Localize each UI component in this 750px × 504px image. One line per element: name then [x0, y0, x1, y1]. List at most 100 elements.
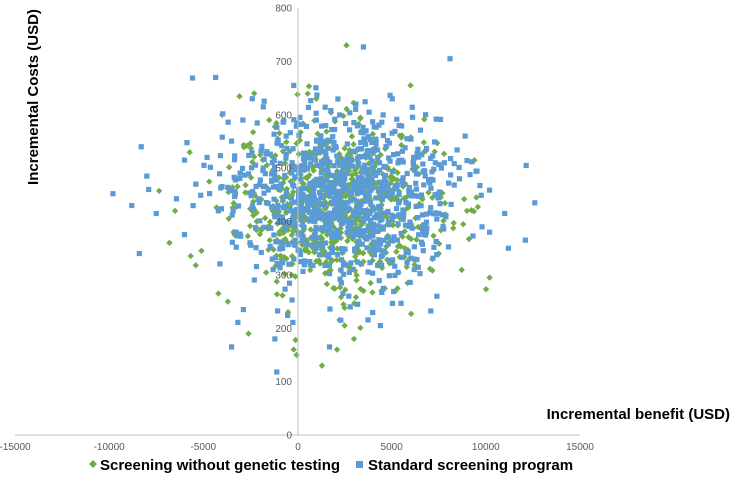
scatter-point-series-0 — [465, 235, 473, 243]
scatter-point-series-1 — [407, 219, 413, 225]
scatter-point-series-1 — [242, 172, 248, 178]
scatter-point-series-0 — [247, 222, 254, 230]
scatter-point-series-1 — [110, 191, 116, 197]
scatter-point-series-1 — [325, 145, 332, 151]
scatter-point-series-1 — [267, 151, 273, 157]
scatter-point-series-0 — [263, 161, 271, 169]
scatter-point-series-1 — [363, 128, 369, 134]
scatter-point-series-1 — [326, 344, 333, 350]
scatter-point-series-0 — [482, 286, 490, 293]
scatter-point-series-1 — [462, 133, 468, 139]
scatter-point-series-1 — [384, 186, 390, 192]
scatter-point-series-1 — [369, 139, 375, 146]
scatter-point-series-1 — [313, 110, 319, 116]
scatter-point-series-1 — [413, 171, 420, 177]
scatter-point-series-0 — [336, 284, 344, 291]
scatter-point-series-0 — [407, 235, 415, 243]
scatter-point-series-1 — [330, 172, 336, 179]
scatter-point-series-1 — [293, 206, 300, 213]
scatter-point-series-1 — [312, 229, 318, 235]
scatter-point-series-1 — [386, 222, 392, 228]
scatter-point-series-1 — [322, 104, 328, 110]
scatter-point-series-1 — [414, 150, 420, 157]
scatter-point-series-1 — [261, 156, 267, 163]
scatter-point-series-1 — [391, 213, 397, 220]
scatter-point-series-0 — [421, 116, 428, 123]
scatter-point-series-1 — [451, 160, 457, 167]
scatter-point-series-1 — [470, 233, 476, 239]
scatter-point-series-1 — [217, 153, 224, 159]
scatter-point-series-0 — [277, 252, 284, 260]
scatter-point-series-1 — [311, 185, 317, 191]
scatter-point-series-0 — [307, 266, 314, 274]
scatter-point-series-0 — [357, 324, 364, 332]
x-tick-label: 10000 — [472, 442, 500, 453]
scatter-point-series-1 — [419, 241, 426, 247]
scatter-point-series-0 — [341, 145, 348, 152]
scatter-point-series-1 — [269, 171, 275, 177]
scatter-point-series-1 — [406, 223, 412, 229]
scatter-point-series-1 — [422, 173, 428, 179]
scatter-point-series-0 — [353, 277, 360, 284]
scatter-point-series-1 — [277, 160, 283, 166]
scatter-point-series-1 — [271, 131, 277, 137]
scatter-point-series-1 — [365, 148, 371, 154]
scatter-point-series-1 — [230, 208, 236, 214]
scatter-point-series-1 — [350, 197, 356, 203]
scatter-point-series-1 — [371, 215, 377, 221]
scatter-point-series-1 — [326, 184, 332, 190]
scatter-point-series-1 — [328, 107, 334, 114]
scatter-point-series-1 — [359, 241, 365, 247]
scatter-point-series-1 — [282, 286, 288, 292]
scatter-point-series-1 — [344, 170, 350, 176]
y-tick-label: 0 — [286, 431, 292, 442]
scatter-point-series-1 — [319, 214, 325, 220]
scatter-point-series-0 — [440, 150, 448, 158]
scatter-point-series-1 — [376, 211, 383, 217]
scatter-point-series-1 — [386, 273, 392, 279]
scatter-point-series-1 — [411, 193, 418, 199]
scatter-point-series-1 — [305, 104, 312, 110]
scatter-point-series-1 — [291, 220, 297, 226]
scatter-point-series-1 — [318, 176, 325, 182]
scatter-point-series-1 — [347, 304, 353, 310]
scatter-point-series-1 — [387, 192, 393, 198]
scatter-point-series-1 — [381, 178, 387, 184]
scatter-point-series-1 — [181, 157, 188, 163]
scatter-point-series-1 — [327, 306, 333, 312]
scatter-point-series-1 — [307, 262, 313, 268]
scatter-point-series-1 — [323, 222, 330, 228]
scatter-point-series-1 — [395, 151, 401, 157]
scatter-point-series-1 — [290, 319, 296, 326]
scatter-point-series-1 — [296, 132, 302, 138]
scatter-point-series-1 — [146, 186, 152, 193]
scatter-point-series-1 — [307, 193, 313, 200]
scatter-point-series-1 — [338, 267, 344, 273]
scatter-point-series-1 — [269, 256, 275, 262]
scatter-point-series-1 — [348, 230, 354, 236]
scatter-point-series-1 — [340, 262, 347, 268]
scatter-point-series-1 — [454, 147, 460, 153]
scatter-point-series-1 — [532, 200, 538, 206]
legend-marker-standard-screening-program — [356, 461, 363, 468]
scatter-point-series-1 — [355, 232, 361, 238]
scatter-point-series-1 — [367, 260, 373, 266]
scatter-point-series-1 — [274, 205, 280, 212]
scatter-point-series-1 — [337, 194, 343, 200]
scatter-point-series-1 — [479, 224, 485, 230]
scatter-point-series-1 — [379, 119, 385, 125]
scatter-point-series-1 — [260, 104, 266, 110]
scatter-point-series-1 — [274, 140, 280, 146]
scatter-point-series-1 — [298, 209, 304, 215]
scatter-point-series-0 — [234, 183, 241, 190]
scatter-point-series-1 — [386, 234, 392, 240]
scatter-point-series-1 — [288, 195, 295, 201]
scatter-point-series-1 — [420, 248, 426, 254]
scatter-point-series-1 — [312, 218, 318, 224]
scatter-point-series-1 — [432, 160, 438, 166]
scatter-point-series-0 — [429, 194, 436, 201]
scatter-point-series-1 — [370, 270, 376, 276]
scatter-point-series-1 — [311, 194, 317, 200]
scatter-point-series-1 — [440, 223, 446, 230]
scatter-point-series-1 — [358, 208, 364, 214]
